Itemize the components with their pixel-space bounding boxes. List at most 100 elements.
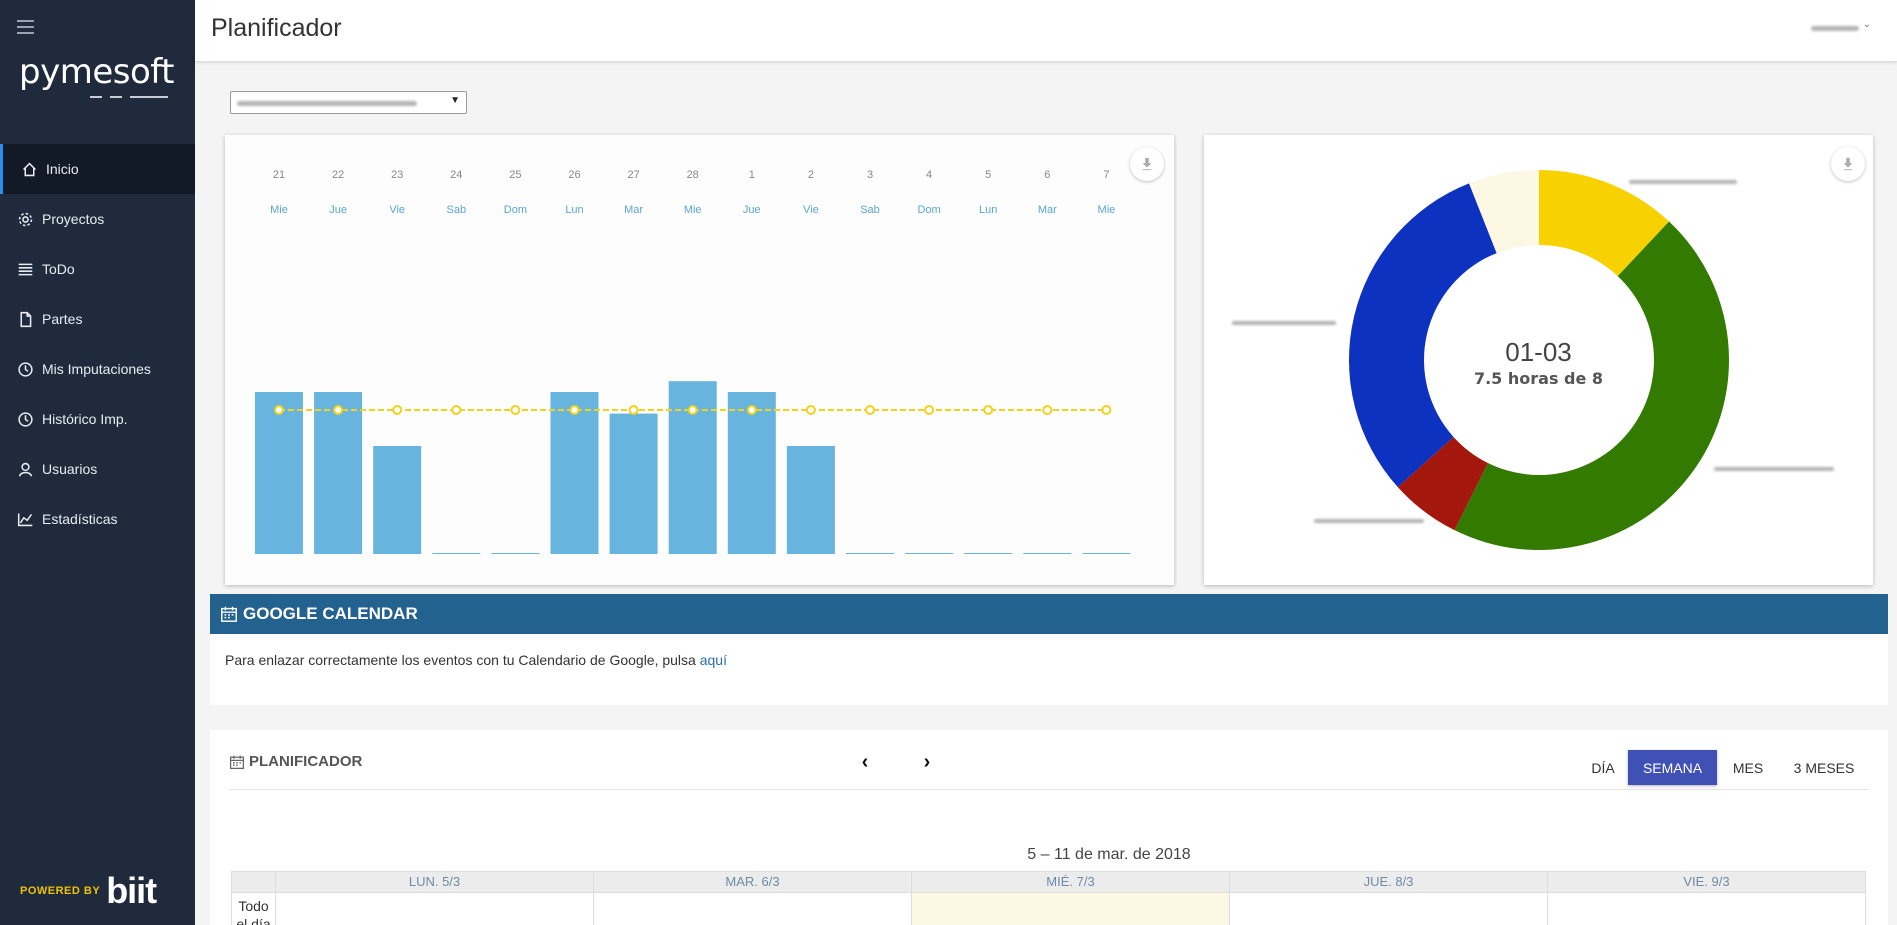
clock-icon <box>16 360 34 378</box>
x-tick-label-day: 24 <box>450 169 462 181</box>
logo-dashes <box>90 96 170 99</box>
x-tick-label-weekday: Sab <box>860 204 880 216</box>
day-header: JUE. 8/3 <box>1230 871 1548 893</box>
target-line-point <box>333 405 344 415</box>
hamburger-menu-icon[interactable] <box>17 20 34 34</box>
x-tick-label-day: 22 <box>332 169 344 181</box>
x-tick-label-day: 6 <box>1044 169 1050 181</box>
donut-slice <box>1397 436 1488 531</box>
download-icon[interactable] <box>1831 147 1865 181</box>
resource-select[interactable]: ▼ <box>230 91 467 114</box>
sidebar-item-mis-imputaciones[interactable]: Mis Imputaciones <box>0 344 195 394</box>
legend-label-obscured <box>1232 321 1336 325</box>
powered-by-logo: POWERED BY biit <box>20 870 157 911</box>
download-icon[interactable] <box>1130 147 1164 181</box>
x-tick-label-weekday: Mar <box>1038 204 1057 216</box>
x-tick-label-weekday: Jue <box>743 204 761 216</box>
sidebar-item-todo[interactable]: ToDo <box>0 244 195 294</box>
view-week-button[interactable]: SEMANA <box>1628 750 1717 785</box>
all-day-row: Todo el día <box>231 893 1869 925</box>
bar <box>905 553 954 554</box>
day-cell[interactable] <box>594 893 912 925</box>
list-icon <box>16 260 34 278</box>
x-tick-label-weekday: Mie <box>270 204 288 216</box>
page-title: Planificador <box>211 14 342 42</box>
bar <box>314 392 363 554</box>
google-calendar-title: GOOGLE CALENDAR <box>243 604 418 623</box>
target-line-point <box>805 405 816 415</box>
app-logo: pymesoft <box>19 52 174 92</box>
bar <box>846 553 894 554</box>
day-cell[interactable] <box>1548 893 1866 925</box>
target-line-point <box>392 405 403 415</box>
view-day-button[interactable]: DÍA <box>1591 759 1615 776</box>
target-line-point <box>451 405 462 415</box>
calendar-corner <box>231 871 276 893</box>
x-tick-label-weekday: Vie <box>389 204 405 216</box>
x-tick-label-day: 26 <box>568 169 580 181</box>
donut-center-subtitle: 7.5 horas de 8 <box>1473 369 1604 388</box>
sidebar-item-usuarios[interactable]: Usuarios <box>0 444 195 494</box>
hours-donut-chart <box>1349 170 1730 551</box>
user-menu[interactable]: ⌄ <box>1811 19 1871 34</box>
all-day-label: Todo el día <box>231 893 276 925</box>
calendar-header-row: LUN. 5/3 MAR. 6/3 MIÉ. 7/3 JUE. 8/3 VIE.… <box>231 871 1869 893</box>
sidebar: pymesoft Inicio Proyectos ToDo Partes Mi… <box>0 0 195 925</box>
day-header: VIE. 9/3 <box>1548 871 1866 893</box>
donut-slice <box>1539 170 1670 277</box>
bar <box>609 413 658 554</box>
sidebar-item-proyectos[interactable]: Proyectos <box>0 194 195 244</box>
sidebar-item-estadisticas[interactable]: Estadísticas <box>0 494 195 544</box>
bar <box>727 392 776 554</box>
target-line-point <box>1101 405 1112 415</box>
week-calendar: LUN. 5/3 MAR. 6/3 MIÉ. 7/3 JUE. 8/3 VIE.… <box>231 871 1869 925</box>
file-icon <box>16 310 34 328</box>
donut-center-title: 01-03 <box>1505 337 1572 367</box>
day-cell[interactable] <box>276 893 594 925</box>
sidebar-item-label: Inicio <box>46 161 79 177</box>
bar <box>255 392 303 554</box>
target-line-point <box>687 405 698 415</box>
google-calendar-link[interactable]: aquí <box>699 652 727 668</box>
hours-bar-chart: 21Mie22Jue23Vie24Sab25Dom26Lun27Mar28Mie… <box>255 169 1131 554</box>
target-line-point <box>924 405 935 415</box>
target-line-point <box>1042 405 1053 415</box>
home-icon <box>20 160 38 178</box>
day-cell[interactable] <box>1230 893 1548 925</box>
sidebar-item-label: Usuarios <box>42 461 98 477</box>
x-tick-label-day: 2 <box>808 169 814 181</box>
x-tick-label-weekday: Jue <box>329 204 347 216</box>
google-calendar-text: Para enlazar correctamente los eventos c… <box>225 652 700 668</box>
chart-icon <box>16 510 34 528</box>
bar <box>1023 553 1072 554</box>
next-week-button[interactable]: › <box>923 751 931 773</box>
google-calendar-header: GOOGLE CALENDAR <box>210 594 1888 634</box>
legend-label-obscured <box>1629 180 1737 184</box>
x-tick-label-day: 1 <box>749 169 755 181</box>
bar <box>964 553 1013 554</box>
week-range-title: 5 – 11 de mar. de 2018 <box>1027 846 1191 863</box>
donut-slice <box>1454 221 1730 551</box>
sidebar-item-partes[interactable]: Partes <box>0 294 195 344</box>
target-line-point <box>746 405 757 415</box>
target-line-point <box>628 405 639 415</box>
sidebar-item-inicio[interactable]: Inicio <box>0 144 195 194</box>
sidebar-item-label: Histórico Imp. <box>42 411 128 427</box>
day-header: LUN. 5/3 <box>276 871 594 893</box>
day-header: MIÉ. 7/3 <box>912 871 1230 893</box>
x-tick-label-day: 4 <box>926 169 932 181</box>
target-line-point <box>510 405 521 415</box>
selected-value-obscured <box>237 101 417 106</box>
x-tick-label-weekday: Dom <box>917 204 940 216</box>
view-month-button[interactable]: MES <box>1732 759 1764 776</box>
sidebar-item-label: Estadísticas <box>42 511 118 527</box>
sidebar-item-historico[interactable]: Histórico Imp. <box>0 394 195 444</box>
x-tick-label-weekday: Lun <box>979 204 997 216</box>
day-cell-today[interactable] <box>912 893 1230 925</box>
sidebar-nav: Inicio Proyectos ToDo Partes Mis Imputac… <box>0 144 195 544</box>
bar <box>373 446 422 554</box>
view-3months-button[interactable]: 3 MESES <box>1793 759 1855 776</box>
prev-week-button[interactable]: ‹ <box>861 751 869 773</box>
x-tick-label-day: 28 <box>687 169 699 181</box>
calendar-icon <box>229 755 245 769</box>
